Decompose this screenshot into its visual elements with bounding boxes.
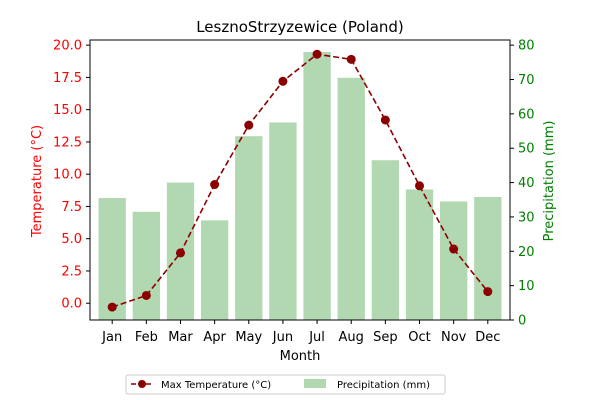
y-left-tick-label: 2.5: [61, 264, 82, 279]
temperature-point-jan: [107, 302, 117, 312]
y-right-tick-label: 0: [518, 314, 526, 329]
y-axis-right: 0 10 20 30 40 50 60 70 80: [510, 39, 535, 329]
x-tick-label-sep: Sep: [373, 330, 398, 345]
legend-frame: [125, 374, 446, 395]
temperature-point-may: [244, 120, 254, 130]
precipitation-bar-dec: [474, 197, 502, 320]
temperature-line-series: [107, 49, 493, 312]
temperature-point-sep: [380, 115, 390, 125]
legend-temperature-marker-swatch: [138, 380, 146, 388]
x-tick-label-mar: Mar: [168, 330, 193, 345]
temperature-point-jul: [312, 49, 322, 59]
legend-precipitation-label: Precipitation (mm): [337, 380, 430, 391]
temperature-line: [111, 53, 489, 308]
temperature-point-apr: [210, 180, 220, 190]
x-tick-label-oct: Oct: [408, 330, 430, 345]
temperature-point-mar: [175, 248, 185, 258]
x-tick-label-may: May: [235, 330, 262, 345]
y-right-tick-label: 30: [518, 210, 535, 225]
precipitation-bar-jan: [98, 198, 126, 320]
temperature-point-feb: [141, 290, 151, 300]
y-left-tick-label: 12.5: [53, 135, 82, 150]
plot-frame: [89, 39, 511, 321]
x-tick-label-jan: Jan: [101, 330, 122, 345]
legend-temperature-label: Max Temperature (°C): [161, 380, 271, 391]
y-left-tick-label: 0.0: [61, 297, 82, 312]
precipitation-bar-may: [235, 136, 263, 320]
x-tick-label-dec: Dec: [475, 330, 500, 345]
x-tick-label-nov: Nov: [441, 330, 467, 345]
y-right-tick-label: 40: [518, 176, 535, 191]
y-left-tick-label: 10.0: [53, 168, 82, 183]
x-tick-label-jul: Jul: [308, 330, 325, 345]
chart-title: LesznoStrzyzewice (Poland): [196, 18, 404, 36]
y-left-tick-label: 15.0: [53, 103, 82, 118]
temperature-point-nov: [449, 244, 459, 254]
y-left-tick-label: 17.5: [53, 71, 82, 86]
y-left-tick-label: 20.0: [53, 39, 82, 54]
x-tick-label-aug: Aug: [339, 330, 364, 345]
x-tick-label-jun: Jun: [272, 330, 293, 345]
x-tick-label-feb: Feb: [135, 330, 158, 345]
precipitation-bar-aug: [337, 77, 365, 320]
x-axis-label: Month: [280, 349, 321, 364]
precipitation-bar-oct: [405, 189, 434, 320]
y-right-tick-label: 60: [518, 107, 535, 122]
y-right-tick-label: 10: [518, 279, 535, 294]
y-right-tick-label: 80: [518, 39, 535, 54]
y-left-tick-label: 5.0: [61, 232, 82, 247]
temperature-point-aug: [346, 54, 356, 64]
temperature-point-jun: [278, 76, 288, 86]
precipitation-bar-jun: [269, 122, 297, 321]
legend: Max Temperature (°C) Precipitation (mm): [125, 374, 446, 395]
y-axis-left-label: Temperature (°C): [30, 125, 45, 238]
legend-precipitation-swatch: [304, 379, 326, 388]
y-right-tick-label: 70: [518, 73, 535, 88]
x-axis: Jan Feb Mar Apr May Jun Jul Aug Sep Oct Nov Dec: [101, 320, 500, 345]
temperature-point-dec: [483, 287, 493, 297]
y-left-tick-label: 7.5: [61, 200, 82, 215]
precipitation-bar-sep: [371, 160, 400, 320]
temperature-point-oct: [415, 181, 425, 191]
y-axis-right-label: Precipitation (mm): [542, 121, 557, 242]
y-axis-left: 0.0 2.5 5.0 7.5 10.0 12.5 15.0 17.5 20.0: [53, 39, 90, 312]
x-tick-label-apr: Apr: [203, 330, 226, 345]
y-right-tick-label: 20: [518, 245, 535, 260]
precipitation-bar-apr: [200, 220, 229, 320]
precipitation-bar-jul: [303, 52, 331, 321]
precipitation-bar-feb: [132, 211, 160, 320]
precipitation-bars: [98, 52, 502, 321]
y-right-tick-label: 50: [518, 142, 535, 157]
